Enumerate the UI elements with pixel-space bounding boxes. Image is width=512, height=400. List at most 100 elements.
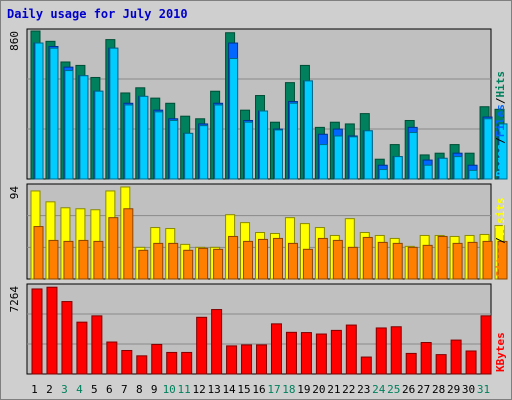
pages-bar-day-17 <box>273 129 283 180</box>
kbytes-bar-day-7 <box>121 349 133 375</box>
x-tick-label-day-26: 26 <box>402 383 415 396</box>
legend-entry-files: Files <box>494 104 507 137</box>
pages-bar-day-22 <box>348 136 358 180</box>
sites-bar-day-7 <box>123 208 134 280</box>
pages-bar-day-24 <box>378 169 388 180</box>
pages-bar-day-30 <box>468 169 478 180</box>
sites-bar-day-4 <box>78 239 89 280</box>
pages-bar-day-11 <box>184 132 194 180</box>
y-max-label-hits-files-pages: 860 <box>8 31 21 51</box>
pages-bar-day-15 <box>244 121 254 180</box>
kbytes-bar-day-20 <box>315 333 327 375</box>
legend-kbytes: KBytes <box>494 332 507 372</box>
x-tick-label-day-27: 27 <box>417 383 430 396</box>
sites-bar-day-20 <box>317 237 328 280</box>
sites-bar-day-13 <box>213 248 224 280</box>
sites-bar-day-11 <box>183 249 194 280</box>
x-tick-label-day-5: 5 <box>91 383 98 396</box>
x-tick-label-day-11: 11 <box>178 383 191 396</box>
pages-bar-day-9 <box>154 111 164 180</box>
kbytes-bar-day-25 <box>390 326 402 375</box>
sites-bar-day-30 <box>467 241 478 280</box>
kbytes-bar-day-17 <box>270 323 282 375</box>
x-tick-label-day-9: 9 <box>151 383 158 396</box>
pages-bar-day-23 <box>363 130 373 180</box>
kbytes-bar-day-24 <box>375 327 387 375</box>
legend-entry-sep3: / <box>494 237 507 244</box>
sites-bar-day-1 <box>33 226 44 280</box>
kbytes-bar-day-9 <box>151 343 163 375</box>
x-tick-label-day-1: 1 <box>31 383 38 396</box>
kbytes-bar-day-16 <box>256 344 268 375</box>
sites-bar-day-18 <box>287 242 298 280</box>
pages-bar-day-2 <box>49 47 59 180</box>
x-tick-label-day-15: 15 <box>237 383 250 396</box>
pages-bar-day-6 <box>109 47 119 180</box>
y-max-label-kbytes: 7264 <box>8 286 21 313</box>
pages-bar-day-27 <box>423 164 433 180</box>
sites-bar-day-6 <box>108 217 119 280</box>
pages-bar-day-29 <box>453 156 463 180</box>
pages-bar-day-18 <box>288 102 298 180</box>
x-tick-label-day-6: 6 <box>106 383 113 396</box>
pages-bar-day-25 <box>393 156 403 180</box>
kbytes-bar-day-5 <box>91 315 103 375</box>
legend-visits-sites: Sites/Visits <box>494 198 507 278</box>
kbytes-bar-day-4 <box>76 321 88 375</box>
sites-bar-day-17 <box>272 237 283 280</box>
kbytes-bar-day-13 <box>211 309 223 375</box>
x-tick-label-day-16: 16 <box>252 383 265 396</box>
pages-bar-day-31 <box>483 118 493 180</box>
pages-bar-day-10 <box>169 119 179 180</box>
kbytes-bar-day-14 <box>226 345 238 375</box>
legend-entry-hits: Hits <box>494 71 507 98</box>
x-tick-label-day-22: 22 <box>342 383 355 396</box>
sites-bar-day-29 <box>452 242 463 280</box>
sites-bar-day-25 <box>392 242 403 280</box>
sites-bar-day-23 <box>362 236 373 280</box>
kbytes-bar-day-31 <box>480 315 492 375</box>
kbytes-bar-day-1 <box>31 288 43 375</box>
x-tick-label-day-4: 4 <box>76 383 83 396</box>
sites-bar-day-3 <box>63 240 74 280</box>
kbytes-bar-day-8 <box>136 355 148 375</box>
pages-bar-day-32 <box>498 123 508 180</box>
kbytes-bar-day-10 <box>166 351 178 375</box>
pages-bar-day-5 <box>94 90 104 180</box>
sites-bar-day-22 <box>347 246 358 280</box>
sites-bar-day-2 <box>48 239 59 280</box>
kbytes-bar-day-27 <box>420 342 432 375</box>
chart-title: Daily usage for July 2010 <box>7 7 188 21</box>
kbytes-bar-day-28 <box>435 354 447 375</box>
pages-bar-day-12 <box>199 125 209 180</box>
kbytes-bar-day-6 <box>106 341 118 375</box>
kbytes-bar-day-12 <box>196 316 208 375</box>
sites-bar-day-31 <box>482 240 493 280</box>
kbytes-bar-day-29 <box>450 339 462 375</box>
x-tick-label-day-24: 24 <box>372 383 386 396</box>
legend-entry-sites: Sites <box>494 244 507 277</box>
kbytes-bar-day-19 <box>300 332 312 375</box>
kbytes-bar-day-15 <box>241 344 253 375</box>
sites-bar-day-32 <box>497 240 508 280</box>
sites-bar-day-9 <box>153 242 164 280</box>
kbytes-bar-day-11 <box>181 351 193 375</box>
pages-bar-day-26 <box>408 132 418 180</box>
sites-bar-day-12 <box>198 247 209 280</box>
legend-entry-kbytes: KBytes <box>494 332 507 372</box>
kbytes-bar-day-22 <box>345 324 357 375</box>
pages-bar-day-28 <box>438 157 448 180</box>
x-tick-label-day-17: 17 <box>267 383 280 396</box>
x-tick-label-day-18: 18 <box>282 383 295 396</box>
x-tick-label-day-14: 14 <box>222 383 236 396</box>
x-tick-label-day-29: 29 <box>447 383 460 396</box>
x-tick-label-day-30: 30 <box>462 383 475 396</box>
x-tick-label-day-25: 25 <box>387 383 400 396</box>
pages-bar-day-3 <box>64 70 74 180</box>
x-tick-label-day-28: 28 <box>432 383 445 396</box>
sites-bar-day-19 <box>302 248 313 280</box>
pages-bar-day-8 <box>139 95 149 180</box>
sites-bar-day-8 <box>138 249 149 280</box>
